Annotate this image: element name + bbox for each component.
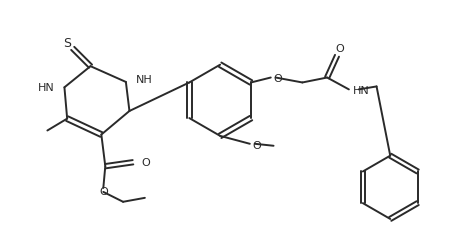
Text: O: O: [141, 158, 150, 168]
Text: NH: NH: [136, 75, 153, 85]
Text: O: O: [273, 73, 282, 83]
Text: O: O: [252, 140, 261, 150]
Text: O: O: [336, 44, 345, 54]
Text: HN: HN: [353, 86, 370, 96]
Text: HN: HN: [38, 83, 54, 93]
Text: S: S: [63, 37, 71, 50]
Text: O: O: [99, 186, 108, 196]
